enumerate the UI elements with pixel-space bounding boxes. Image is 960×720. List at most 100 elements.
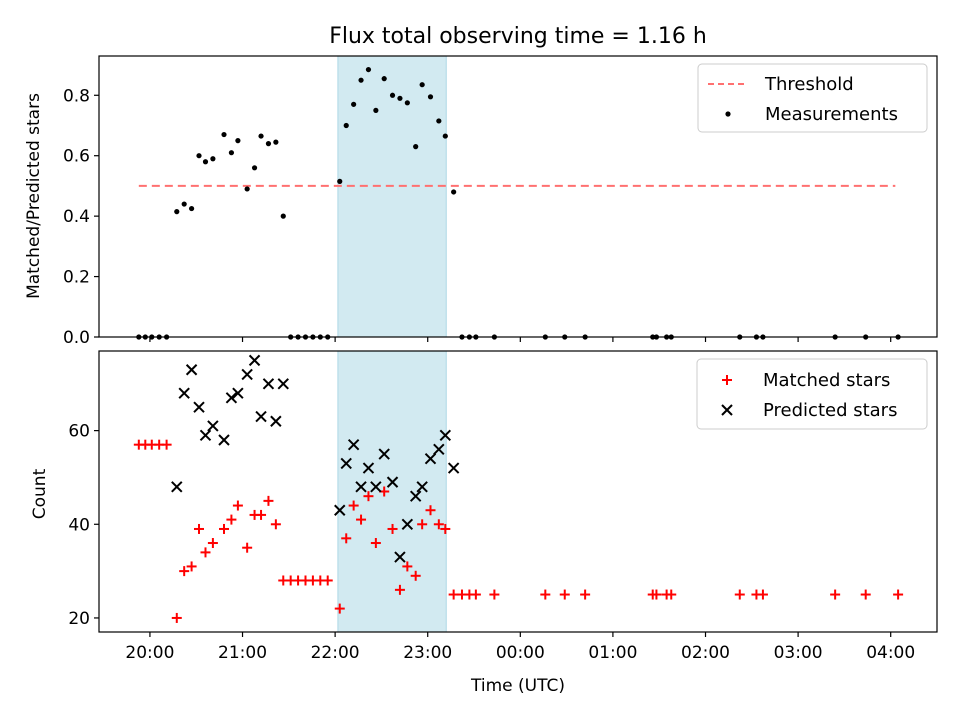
measurement-point	[244, 186, 250, 192]
predicted-star-point	[171, 481, 183, 493]
matched-star-point	[433, 519, 444, 530]
predicted-star-point	[207, 420, 219, 432]
x-tick-label: 00:00	[496, 643, 545, 663]
matched-star-point	[666, 589, 677, 600]
matched-star-point	[440, 523, 451, 534]
matched-star-point	[171, 612, 182, 623]
predicted-star-point	[378, 448, 390, 460]
predicted-star-point	[277, 378, 289, 390]
matched-star-point	[425, 505, 436, 516]
matched-star-point	[194, 523, 205, 534]
matched-star-point	[341, 533, 352, 544]
top-observing-band	[337, 55, 447, 338]
measurement-point	[258, 133, 264, 139]
matched-star-point	[489, 589, 500, 600]
predicted-star-point	[255, 410, 267, 423]
measurement-point	[442, 133, 448, 139]
x-tick-label: 02:00	[681, 643, 730, 663]
predicted-star-point	[409, 490, 422, 502]
measurement-point	[337, 178, 343, 184]
predicted-star-point	[362, 462, 375, 474]
bottom-panel: 20 40 60 20:00 21:00 22:00 23:00 00:00 01:00 02:…	[30, 350, 938, 696]
predicted-star-point	[439, 429, 452, 442]
measurement-point	[413, 144, 419, 150]
matched-star-point	[348, 500, 359, 511]
matched-star-point	[232, 500, 243, 511]
legend-predicted-label: Predicted stars	[763, 400, 897, 421]
legend-matched-swatch	[722, 375, 732, 385]
matched-star-point	[580, 589, 591, 600]
y-tick-label: 0.4	[63, 207, 90, 227]
x-tick-label: 22:00	[311, 643, 360, 663]
predicted-star-point	[447, 462, 460, 474]
x-tick-label: 21:00	[218, 643, 267, 663]
matched-star-point	[226, 514, 237, 525]
y-tick-label: 0.0	[63, 328, 90, 348]
top-legend-box	[697, 63, 928, 133]
predicted-star-point	[178, 387, 190, 399]
count-points	[133, 354, 904, 623]
matched-star-point	[410, 570, 421, 581]
matched-star-point	[356, 514, 367, 525]
measurement-point	[373, 107, 379, 113]
matched-star-point	[394, 584, 405, 595]
measurement-point	[210, 156, 216, 162]
measurement-point	[419, 82, 425, 88]
legend-predicted-swatch	[721, 404, 733, 416]
matched-star-point	[402, 561, 413, 572]
y-tick-label: 0.2	[63, 268, 90, 288]
y-tick-label: 60	[68, 422, 90, 442]
matched-star-point	[200, 547, 211, 558]
predicted-star-point	[334, 504, 346, 516]
measurement-point	[273, 139, 279, 145]
matched-star-point	[270, 519, 281, 530]
y-tick-label: 0.6	[63, 147, 90, 167]
x-tick-label: 03:00	[774, 643, 823, 663]
predicted-star-point	[386, 476, 399, 488]
measurement-point	[188, 205, 195, 212]
matched-star-point	[179, 566, 190, 577]
measurement-point	[280, 213, 286, 219]
predicted-star-point	[355, 481, 367, 493]
measurement-point	[265, 141, 272, 147]
y-tick-label: 20	[68, 609, 90, 629]
bottom-y-axis-label: Count	[30, 468, 50, 519]
bottom-axes-frame	[98, 350, 938, 633]
matched-star-point	[559, 589, 570, 600]
predicted-star-point	[401, 518, 414, 530]
predicted-star-point	[394, 551, 406, 563]
matched-star-point	[417, 519, 428, 530]
matched-star-point	[470, 589, 481, 600]
predicted-star-point	[232, 387, 244, 399]
predicted-star-point	[433, 443, 445, 456]
matched-star-point	[651, 589, 662, 600]
matched-star-point	[860, 589, 871, 600]
predicted-star-point	[185, 364, 198, 376]
top-axes-frame	[98, 55, 938, 338]
bottom-x-ticks: 20:00 21:00 22:00 23:00 00:00 01:00 02:00 03:00…	[125, 632, 915, 663]
x-tick-label: 04:00	[866, 643, 915, 663]
measurement-point	[404, 100, 410, 106]
legend-measurements-label: Measurements	[765, 104, 898, 125]
predicted-star-point	[193, 401, 205, 413]
measurement-point	[196, 153, 202, 159]
predicted-star-point	[424, 453, 437, 465]
predicted-star-point	[270, 415, 282, 427]
legend-matched-label: Matched stars	[763, 370, 890, 391]
measurement-point	[181, 201, 187, 207]
legend-cross-mark	[721, 404, 733, 416]
matched-star-point	[263, 495, 274, 506]
measurement-point	[235, 138, 241, 144]
predicted-star-point	[262, 378, 275, 390]
measurement-point	[221, 131, 227, 138]
predicted-star-point	[218, 434, 230, 446]
measurement-point	[389, 92, 396, 98]
measurement-point	[343, 122, 349, 129]
matched-star-point	[387, 523, 398, 534]
matched-star-point	[334, 603, 345, 614]
measurement-point	[351, 101, 357, 107]
measurement-point	[174, 209, 180, 215]
measurement-point	[436, 118, 442, 124]
y-tick-label: 40	[68, 515, 90, 535]
